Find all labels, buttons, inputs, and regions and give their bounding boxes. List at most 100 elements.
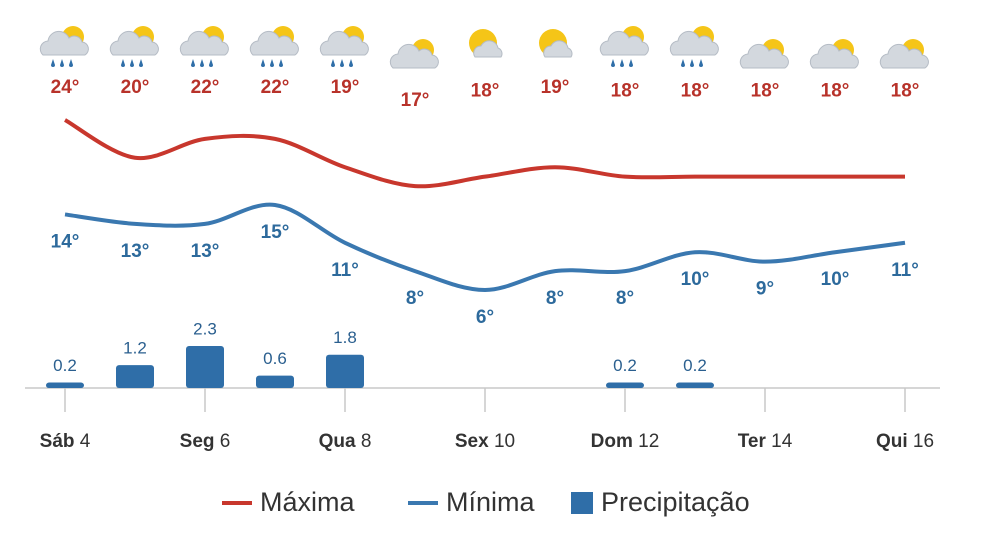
day-number: 12 [633,431,659,452]
cloud [179,30,229,56]
day-number: 4 [75,431,91,452]
x-tick-label: Seg 6 [180,431,231,452]
temperature-label: 14° [51,231,80,252]
temperature-line [64,118,905,189]
rain-drop [60,59,64,67]
temperature-label: 18° [611,81,640,102]
x-tick-label: Qui 16 [876,431,934,452]
x-tick-label: Sex 10 [455,431,515,452]
precip-bar [116,365,154,388]
rain-drop [69,59,73,67]
weather-icon [739,39,789,69]
cloud [599,30,649,56]
temperature-label: 9° [756,279,774,300]
temperature-label: 24° [51,77,80,98]
cloud [879,43,929,69]
temperature-label: 8° [616,288,634,309]
cloud [669,30,719,56]
temperature-label: 18° [471,81,500,102]
rain-drop [620,59,624,67]
precip-label: 0.6 [263,349,287,368]
temperature-label: 8° [546,288,564,309]
weather-icon [669,26,719,67]
cloud [109,30,159,56]
temperature-label: 20° [121,77,150,98]
rain-drop [690,59,694,67]
temperature-label: 18° [821,81,850,102]
temperature-label: 18° [681,81,710,102]
day-number: 10 [489,431,515,452]
weather-icon [809,39,859,69]
day-name: Seg [180,431,215,452]
rain-drop [270,59,274,67]
rain-drop [130,59,134,67]
cloud [389,43,439,69]
rain-drop [209,59,213,67]
weather-icon [179,26,229,67]
temperature-label: 8° [406,288,424,309]
precip-bar [256,375,294,388]
rain-drop [331,59,335,67]
precip-bar [606,382,644,388]
temperature-label: 10° [681,269,710,290]
day-name: Sáb [40,431,75,452]
rain-drop [340,59,344,67]
x-tick-label: Sáb 4 [40,431,91,452]
x-tick-label: Dom 12 [591,431,660,452]
day-name: Qua [319,431,356,452]
precip-label: 0.2 [683,356,707,375]
day-number: 8 [356,431,372,452]
temperature-label: 11° [331,260,359,281]
cloud [543,40,573,58]
temperature-label: 18° [891,81,920,102]
precip-bar [46,382,84,388]
precip-label: 1.8 [333,328,357,347]
weather-icon [249,26,299,67]
rain-drop [629,59,633,67]
cloud [809,43,859,69]
rain-drop [349,59,353,67]
precip-bar [186,346,224,388]
x-tick-label: Ter 14 [738,431,793,452]
day-name: Qui [876,431,908,452]
precip-bar [676,382,714,388]
day-name: Ter [738,431,767,452]
weather-icon [879,39,929,69]
temperature-label: 17° [401,90,430,111]
temperature-label: 22° [191,77,220,98]
rain-drop [121,59,125,67]
weather-icon [389,39,439,69]
precip-label: 0.2 [613,356,637,375]
temperature-label: 13° [121,241,150,262]
precip-label: 0.2 [53,356,77,375]
cloud [739,43,789,69]
cloud [473,40,503,58]
day-number: 14 [766,431,793,452]
temperature-label: 22° [261,77,290,98]
legend-label: Máxima [260,487,355,517]
rain-drop [699,59,703,67]
day-number: 6 [215,431,231,452]
cloud [39,30,89,56]
weather-icon [39,26,89,67]
temperature-label: 6° [476,307,494,328]
day-number: 16 [908,431,934,452]
rain-drop [611,59,615,67]
weather-icon [469,29,503,58]
temperature-label: 15° [261,222,290,243]
temperature-label: 19° [541,77,570,98]
temperature-label: 13° [191,241,220,262]
legend-label: Mínima [446,487,535,517]
legend-label: Precipitação [601,487,750,517]
temperature-line [64,202,906,293]
rain-drop [200,59,204,67]
rain-drop [51,59,55,67]
cloud [249,30,299,56]
rain-drop [681,59,685,67]
weather-icon [599,26,649,67]
rain-drop [191,59,195,67]
day-name: Dom [591,431,633,452]
day-name: Sex [455,431,489,452]
temperature-label: 11° [891,260,919,281]
